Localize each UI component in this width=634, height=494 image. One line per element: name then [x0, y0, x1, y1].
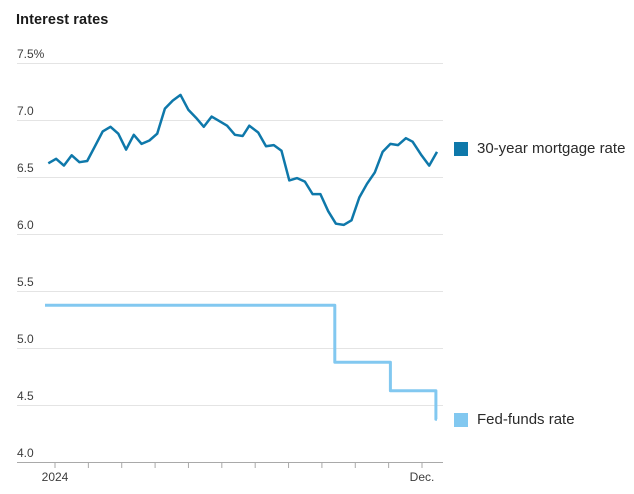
- y-axis-labels: 7.5% 7.0 6.5 6.0 5.5 5.0 4.5 4.0: [17, 47, 45, 460]
- legend-item-fed-funds: Fed-funds rate: [454, 411, 575, 428]
- x-tick-label-year: 2024: [42, 470, 69, 484]
- x-tick-label-dec: Dec.: [410, 470, 435, 484]
- legend-item-mortgage: 30-year mortgage rate: [454, 140, 625, 157]
- legend-label-mortgage: 30-year mortgage rate: [477, 140, 626, 157]
- mortgage-legend-swatch-icon: [454, 141, 468, 156]
- fed-funds-rate-line: [45, 303, 438, 421]
- y-tick-label: 6.5: [17, 161, 34, 175]
- y-tick-label: 7.0: [17, 104, 34, 118]
- x-axis: 2024 Dec.: [42, 462, 435, 484]
- page-title: Interest rates: [16, 12, 109, 28]
- y-tick-label: 4.0: [17, 446, 34, 460]
- legend-label-fed-funds: Fed-funds rate: [477, 411, 575, 428]
- fed-funds-legend-swatch-icon: [454, 412, 468, 427]
- y-tick-label: 5.0: [17, 332, 34, 346]
- y-gridlines: [17, 63, 443, 463]
- y-tick-label: 7.5%: [17, 47, 45, 61]
- mortgage-rate-line: [47, 93, 439, 227]
- y-tick-label: 6.0: [17, 218, 34, 232]
- y-tick-label: 4.5: [17, 389, 34, 403]
- y-tick-label: 5.5: [17, 275, 34, 289]
